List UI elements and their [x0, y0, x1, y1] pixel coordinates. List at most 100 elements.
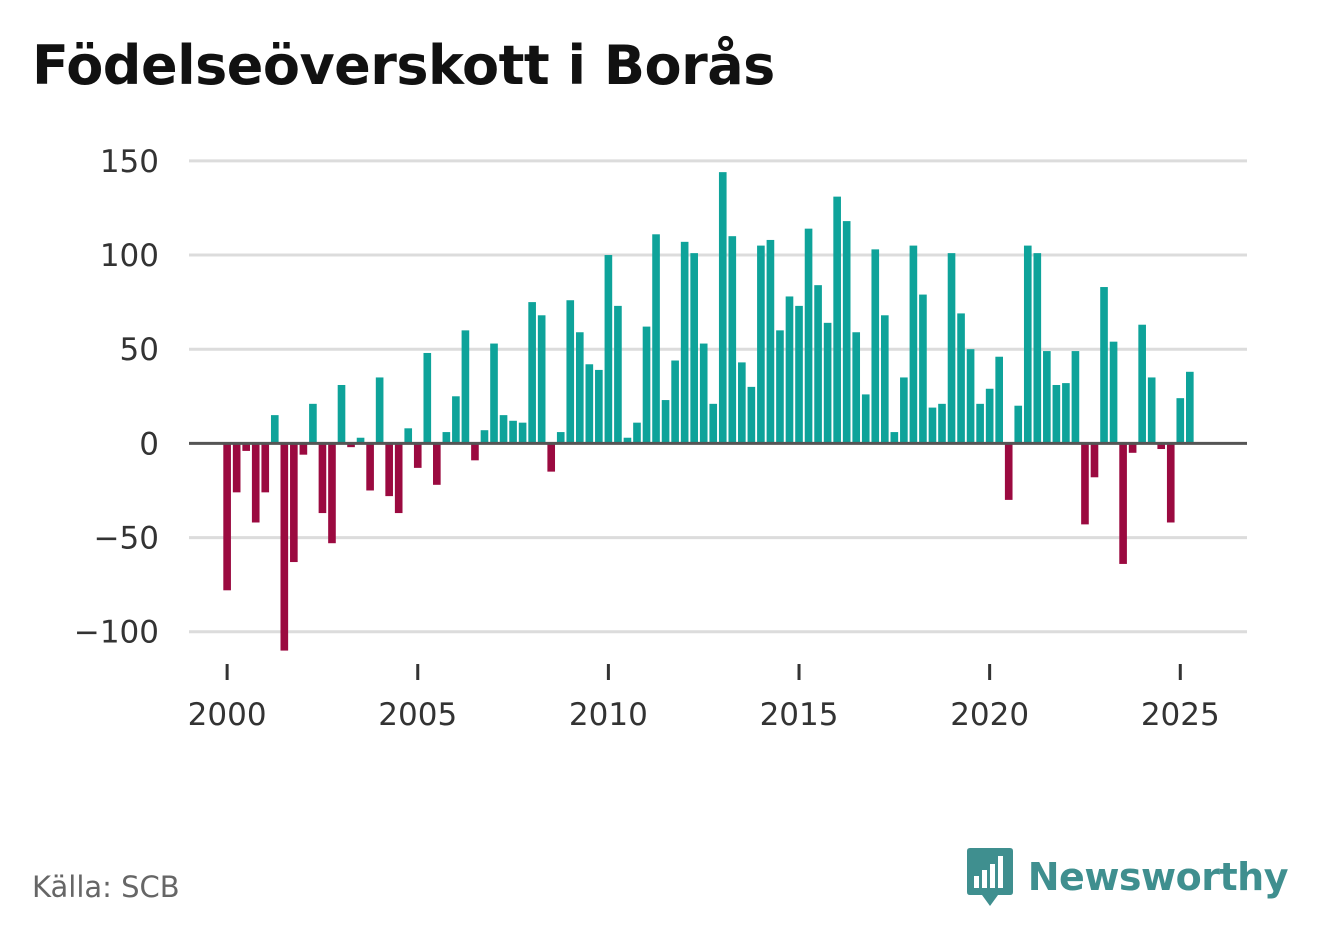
bar-2002-q4 [328, 443, 336, 544]
bar-2001-q2 [270, 415, 279, 444]
bar-2011-q1 [642, 326, 651, 444]
bar-2011-q4 [671, 360, 679, 444]
x-tick-label: 2020 [950, 697, 1029, 733]
brand-logo: Newsworthy [966, 846, 1289, 908]
bar-2017-q1 [871, 249, 880, 444]
bar-2009-q3 [585, 364, 594, 444]
bar-2001-q1 [261, 443, 270, 493]
bar-2015-q3 [814, 285, 822, 444]
bar-2002-q2 [309, 403, 317, 444]
bar-2006-q1 [452, 396, 460, 444]
bar-2009-q1 [566, 300, 575, 444]
bar-2000-q3 [242, 443, 251, 451]
bar-2012-q4 [709, 403, 718, 444]
bar-2016-q3 [852, 332, 861, 444]
bar-2005-q2 [423, 352, 432, 444]
bar-2000-q4 [251, 443, 260, 523]
bar-2008-q3 [547, 443, 556, 472]
bar-2004-q2 [385, 443, 393, 497]
x-tick-label: 2015 [760, 697, 839, 733]
bar-2009-q2 [575, 332, 584, 444]
bar-2017-q3 [890, 432, 899, 444]
bar-2008-q2 [537, 315, 546, 444]
bar-2006-q2 [461, 330, 470, 444]
bar-2021-q1 [1023, 245, 1032, 444]
bar-2025-q2 [1186, 371, 1194, 444]
bar-2015-q4 [823, 322, 832, 444]
bar-2013-q4 [747, 386, 756, 444]
bar-2024-q3 [1157, 443, 1166, 450]
x-axis: 2000 2005 2010 2015 2020 2025 [188, 664, 1220, 733]
bar-2005-q3 [433, 443, 441, 485]
y-axis: 150 100 50 0 −50 −100 [74, 144, 159, 651]
brand-name: Newsworthy [1027, 855, 1289, 899]
bar-2004-q4 [404, 428, 413, 444]
bar-2005-q4 [442, 432, 451, 444]
bar-2016-q1 [833, 196, 841, 444]
bar-2019-q4 [976, 403, 984, 444]
bar-2007-q2 [499, 415, 508, 444]
bar-2002-q1 [299, 443, 308, 455]
bar-2005-q1 [413, 443, 422, 468]
bar-2020-q1 [985, 388, 994, 444]
bar-2000-q2 [232, 443, 241, 493]
bar-2007-q1 [490, 343, 498, 444]
bar-2008-q4 [556, 432, 565, 444]
bar-2015-q2 [804, 228, 813, 444]
x-tick-label: 2000 [188, 697, 267, 733]
bar-2016-q2 [842, 221, 851, 444]
chart-title: Födelseöverskott i Borås [32, 34, 775, 97]
x-tick-label: 2005 [378, 697, 457, 733]
bar-2020-q2 [995, 356, 1003, 444]
bar-2007-q4 [518, 422, 527, 444]
newsworthy-bar-chart-icon [966, 848, 1013, 906]
bar-2019-q2 [957, 313, 965, 444]
bar-2001-q3 [280, 443, 289, 651]
bar-2011-q3 [661, 400, 670, 444]
bar-2023-q2 [1109, 341, 1118, 444]
bar-2023-q1 [1100, 287, 1108, 444]
bar-2017-q2 [880, 315, 889, 444]
bar-2011-q2 [652, 234, 660, 444]
y-tick-label: −100 [74, 615, 159, 651]
y-tick-label: −50 [94, 521, 159, 557]
bar-2024-q4 [1166, 443, 1175, 523]
bar-2013-q2 [728, 236, 737, 444]
bar-2019-q1 [947, 253, 956, 444]
bar-2014-q4 [785, 296, 794, 444]
bar-2010-q2 [614, 305, 622, 444]
bar-2023-q3 [1119, 443, 1127, 564]
grid-lines [189, 159, 1247, 634]
bar-2022-q4 [1090, 443, 1099, 478]
bar-2018-q1 [909, 245, 918, 444]
bar-2019-q3 [966, 349, 975, 444]
bar-2013-q1 [718, 172, 727, 444]
bar-2021-q3 [1043, 351, 1051, 444]
bar-2018-q4 [938, 403, 946, 444]
bar-2003-q3 [356, 437, 365, 444]
y-tick-label: 100 [100, 238, 159, 274]
bar-2006-q4 [480, 430, 489, 444]
bar-2022-q3 [1081, 443, 1089, 525]
bar-2022-q2 [1071, 351, 1080, 444]
bar-2012-q3 [699, 343, 708, 444]
bar-2024-q2 [1147, 377, 1156, 444]
bar-2015-q1 [795, 305, 803, 444]
bar-2004-q3 [394, 443, 403, 514]
bar-2010-q4 [633, 422, 641, 444]
source-note: Källa: SCB [32, 870, 180, 904]
y-tick-label: 0 [139, 426, 159, 462]
bars [223, 172, 1194, 651]
y-tick-label: 50 [120, 332, 159, 368]
bar-2003-q2 [347, 443, 355, 448]
y-tick-label: 150 [100, 144, 159, 180]
x-tick-label: 2010 [569, 697, 648, 733]
bar-2021-q2 [1033, 253, 1042, 444]
bar-2002-q3 [318, 443, 327, 514]
bar-2013-q3 [738, 362, 746, 444]
bar-2022-q1 [1062, 383, 1070, 444]
bar-2007-q3 [509, 420, 517, 444]
bar-2010-q1 [604, 255, 613, 444]
bar-2023-q4 [1128, 443, 1137, 453]
bar-2014-q3 [776, 330, 784, 444]
